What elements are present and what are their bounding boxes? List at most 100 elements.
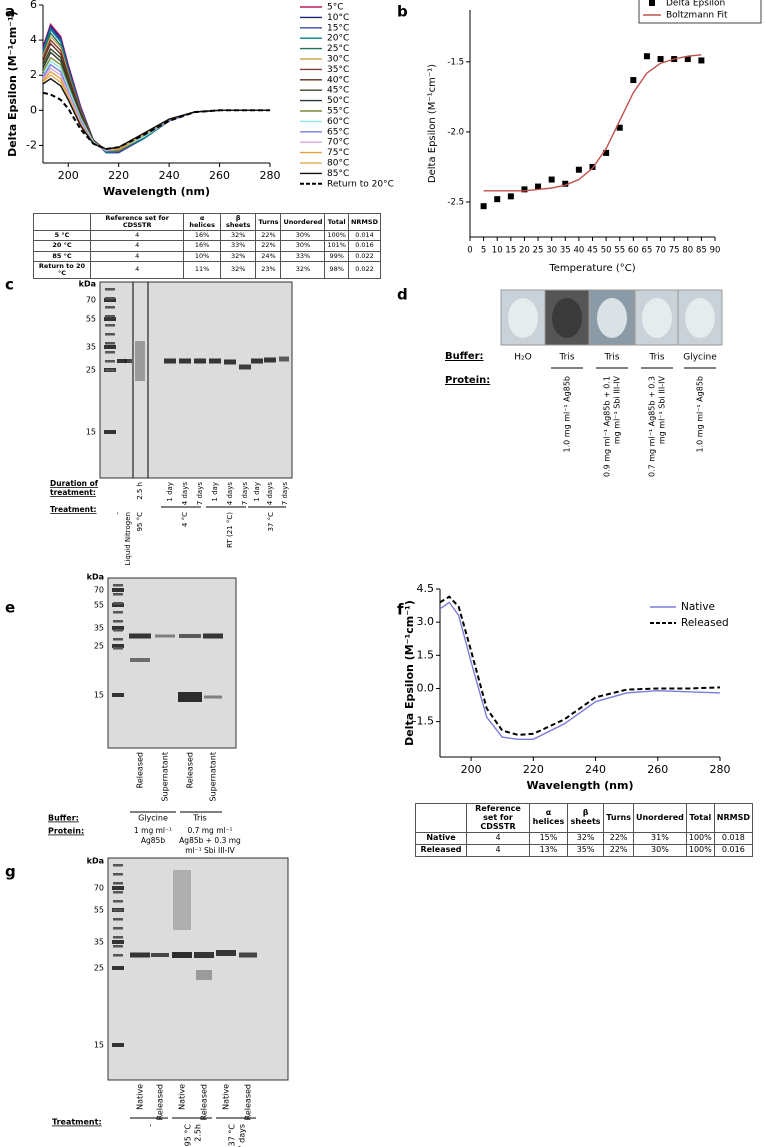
table-cell: 4 [89, 250, 185, 262]
corner-cell [33, 212, 91, 232]
header-cell: Total [685, 802, 715, 834]
table: Reference set for CDSSTR α helices β sheet… [415, 802, 754, 857]
buffer-label: Tris [603, 353, 619, 363]
table-cell: 32% [219, 230, 257, 242]
x-tick-label: 220 [108, 169, 129, 182]
table-cell: 33% [280, 250, 326, 262]
gel-band [124, 359, 132, 363]
table-cell: 4 [89, 240, 185, 252]
ladder-band [112, 940, 124, 944]
gel-band [179, 634, 201, 638]
ladder-band [113, 584, 123, 587]
lane-label: Released [200, 1084, 209, 1120]
legend-label: 70°C [327, 138, 349, 148]
ladder-band [113, 891, 123, 894]
marker-label: 35 [94, 938, 104, 947]
marker-label: 70 [86, 296, 96, 305]
table-cell: 16% [183, 240, 221, 252]
legend-label: Return to 20°C [327, 179, 394, 189]
x-tick-label: 0 [467, 246, 472, 256]
row-label: Buffer: [48, 814, 79, 823]
ladder-band [105, 306, 115, 309]
gel-band [264, 357, 276, 363]
rotated-label: 95 °C [184, 1124, 193, 1147]
buffer-label: Tris [192, 814, 206, 823]
data-line [42, 91, 270, 151]
duration-label: 4 days [226, 482, 234, 506]
ladder-band [113, 638, 123, 641]
rotated-label: 7 days [238, 1124, 247, 1147]
protein-label: ml⁻¹ Sbi III-IV [185, 846, 235, 855]
data-line [42, 28, 270, 154]
marker-label: 55 [86, 315, 96, 324]
header-cell: β sheets [566, 802, 605, 834]
data-point [562, 180, 569, 187]
marker-label: 35 [86, 343, 96, 352]
table-cell: 0.022 [347, 260, 382, 279]
ladder-band [105, 351, 115, 354]
gel-band [135, 341, 145, 381]
ladder-band [113, 611, 123, 614]
ladder-band [105, 360, 115, 363]
data-line [439, 601, 721, 740]
gel [107, 857, 289, 1081]
legend-label: 85°C [327, 169, 349, 179]
table-cell: 32% [280, 260, 326, 279]
row-label: Protein: [445, 375, 490, 386]
rotated-label: RT (21 °C) [226, 512, 234, 548]
data-point [521, 186, 528, 193]
lane-label: Released [136, 752, 145, 788]
ladder-band [113, 620, 123, 623]
y-tick-label: -1.5 [413, 715, 434, 728]
header-cell: Total [324, 212, 349, 232]
gel-band [172, 952, 192, 958]
x-axis-title: Wavelength (nm) [527, 779, 634, 792]
lane-label: Native [136, 1084, 145, 1110]
marker-label: 15 [94, 1041, 104, 1050]
table-cell: 15% [528, 832, 568, 846]
row-label: Duration of [50, 479, 99, 488]
data-point [684, 56, 691, 63]
gel-band [196, 970, 212, 980]
y-axis-title: Delta Epsilon (M⁻¹cm⁻¹) [427, 64, 438, 183]
ladder-band [105, 297, 115, 300]
table-cell: 4 [466, 832, 530, 846]
table-cell: 32% [566, 832, 605, 846]
y-tick-label: 0.0 [417, 681, 435, 694]
panel-letter: d [397, 286, 408, 304]
panel-letter: b [397, 3, 408, 21]
header-row: Reference set for CDSSTR α helices β sheet… [415, 802, 754, 834]
rotated-label: 1.0 mg ml⁻¹ Ag85b [696, 376, 705, 452]
ladder-band [113, 864, 123, 867]
buffer-label: Glycine [138, 814, 168, 823]
marker-label: 25 [94, 964, 104, 973]
ladder-band [112, 626, 124, 630]
table-cell: 22% [255, 230, 282, 242]
table-cell: 4 [466, 844, 530, 857]
header-cell: Unordered [632, 802, 687, 834]
ladder-band [105, 369, 115, 372]
table-row: 20 °C 4 16% 33% 22% 30% 101% 0.016 [33, 240, 382, 252]
table-row: Return to 20 °C 4 11% 32% 23% 32% 98% 0.022 [33, 260, 382, 279]
table-cell: 101% [324, 240, 349, 252]
panel-letter: e [5, 599, 15, 617]
table-cell: 10% [183, 250, 221, 262]
lane-label: Native [222, 1084, 231, 1110]
gel [99, 281, 293, 479]
rotated-label: 4 °C [181, 512, 189, 527]
rotated-label: 2.5h [194, 1124, 203, 1142]
gel-band [155, 634, 175, 638]
legend-label: 30°C [327, 55, 349, 65]
cuvette-content [597, 298, 627, 338]
x-tick-label: 60 [628, 246, 639, 256]
ladder-band [113, 927, 123, 930]
table-cell: 31% [632, 832, 687, 846]
gel-band [204, 695, 222, 699]
duration-label: 1 day [211, 482, 219, 502]
rotated-label: mg ml⁻¹ Sbi III-IV [658, 375, 667, 444]
ladder-band [113, 647, 123, 650]
y-tick-label: 6 [30, 0, 37, 11]
marker-label: 15 [86, 428, 96, 437]
data-point [616, 124, 623, 131]
